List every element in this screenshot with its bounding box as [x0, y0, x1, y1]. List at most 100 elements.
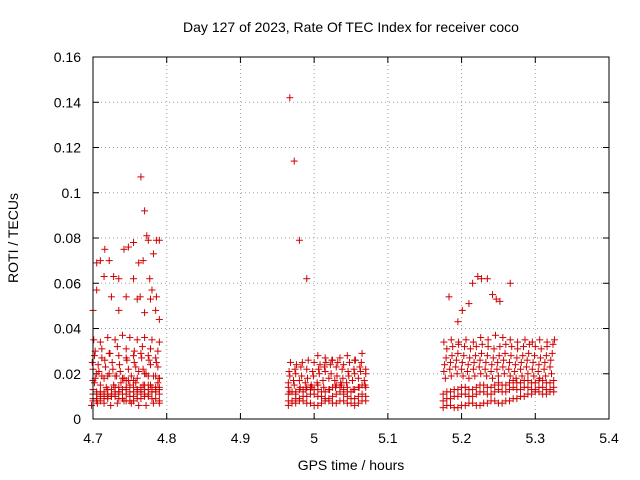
data-point — [354, 392, 362, 400]
data-point — [524, 370, 532, 378]
data-point — [148, 286, 156, 294]
data-point — [122, 354, 130, 362]
data-point — [93, 399, 101, 407]
data-point — [332, 363, 340, 371]
data-point — [93, 388, 101, 396]
data-point — [494, 379, 502, 387]
data-point — [320, 383, 328, 391]
data-point — [138, 354, 146, 362]
data-point — [351, 395, 359, 403]
data-point — [517, 365, 525, 373]
data-point — [474, 272, 482, 280]
data-point — [443, 345, 451, 353]
data-point — [491, 381, 499, 389]
data-point — [286, 388, 294, 396]
y-tick-label: 0.04 — [54, 321, 81, 337]
data-point — [357, 358, 365, 366]
data-point — [521, 336, 529, 344]
data-point — [491, 388, 499, 396]
data-point — [507, 352, 515, 360]
data-point — [348, 377, 356, 385]
data-point — [155, 236, 163, 244]
data-point — [487, 390, 495, 398]
data-point — [547, 356, 555, 364]
data-point — [145, 356, 153, 364]
data-point — [458, 365, 466, 373]
data-point — [517, 358, 525, 366]
data-point — [472, 383, 480, 391]
data-point — [338, 365, 346, 373]
data-point — [329, 356, 337, 364]
data-point — [306, 386, 314, 394]
data-point — [118, 374, 126, 382]
data-point — [531, 379, 539, 387]
data-point — [284, 383, 292, 391]
data-point — [447, 372, 455, 380]
data-point — [303, 365, 311, 373]
data-point — [141, 207, 149, 215]
data-point — [462, 336, 470, 344]
data-point — [475, 363, 483, 371]
data-point — [454, 392, 462, 400]
data-point — [135, 401, 143, 409]
data-point — [442, 354, 450, 362]
data-point — [118, 331, 126, 339]
data-point — [472, 352, 480, 360]
data-point — [550, 377, 558, 385]
data-point — [130, 377, 138, 385]
data-point — [104, 334, 112, 342]
data-point — [135, 367, 143, 375]
data-point — [292, 399, 300, 407]
data-point — [127, 399, 135, 407]
data-point — [141, 334, 149, 342]
data-point — [345, 372, 353, 380]
data-point — [461, 401, 469, 409]
data-point — [506, 336, 514, 344]
data-point — [362, 365, 370, 373]
data-point — [93, 259, 101, 267]
data-point — [550, 388, 558, 396]
data-point — [321, 354, 329, 362]
data-point — [513, 395, 521, 403]
data-point — [481, 365, 489, 373]
data-point — [146, 295, 154, 303]
x-tick-label: 4.9 — [231, 430, 251, 446]
data-point — [144, 372, 152, 380]
data-point — [492, 295, 500, 303]
data-point — [447, 358, 455, 366]
x-tick-label: 4.7 — [83, 430, 103, 446]
data-point — [316, 361, 324, 369]
data-point — [133, 374, 141, 382]
data-point — [351, 370, 359, 378]
data-point — [137, 349, 145, 357]
data-point — [93, 370, 101, 378]
data-point — [130, 358, 138, 366]
data-point — [525, 349, 533, 357]
data-point — [520, 392, 528, 400]
data-point — [522, 363, 530, 371]
data-point — [469, 279, 477, 287]
data-point — [107, 386, 115, 394]
data-point — [117, 379, 125, 387]
data-point — [301, 379, 309, 387]
data-point — [88, 358, 96, 366]
data-point — [440, 338, 448, 346]
data-point — [142, 401, 150, 409]
data-point — [447, 336, 455, 344]
data-point — [314, 401, 322, 409]
data-point — [494, 358, 502, 366]
data-point — [139, 257, 147, 265]
data-point — [537, 345, 545, 353]
data-point — [139, 365, 147, 373]
data-point — [152, 386, 160, 394]
data-point — [455, 338, 463, 346]
data-point — [491, 397, 499, 405]
y-tick-label: 0.12 — [54, 140, 81, 156]
data-point — [115, 388, 123, 396]
data-point — [122, 377, 130, 385]
data-point — [298, 372, 306, 380]
data-point — [477, 334, 485, 342]
data-point — [505, 397, 513, 405]
data-point — [124, 243, 132, 251]
data-point — [482, 358, 490, 366]
